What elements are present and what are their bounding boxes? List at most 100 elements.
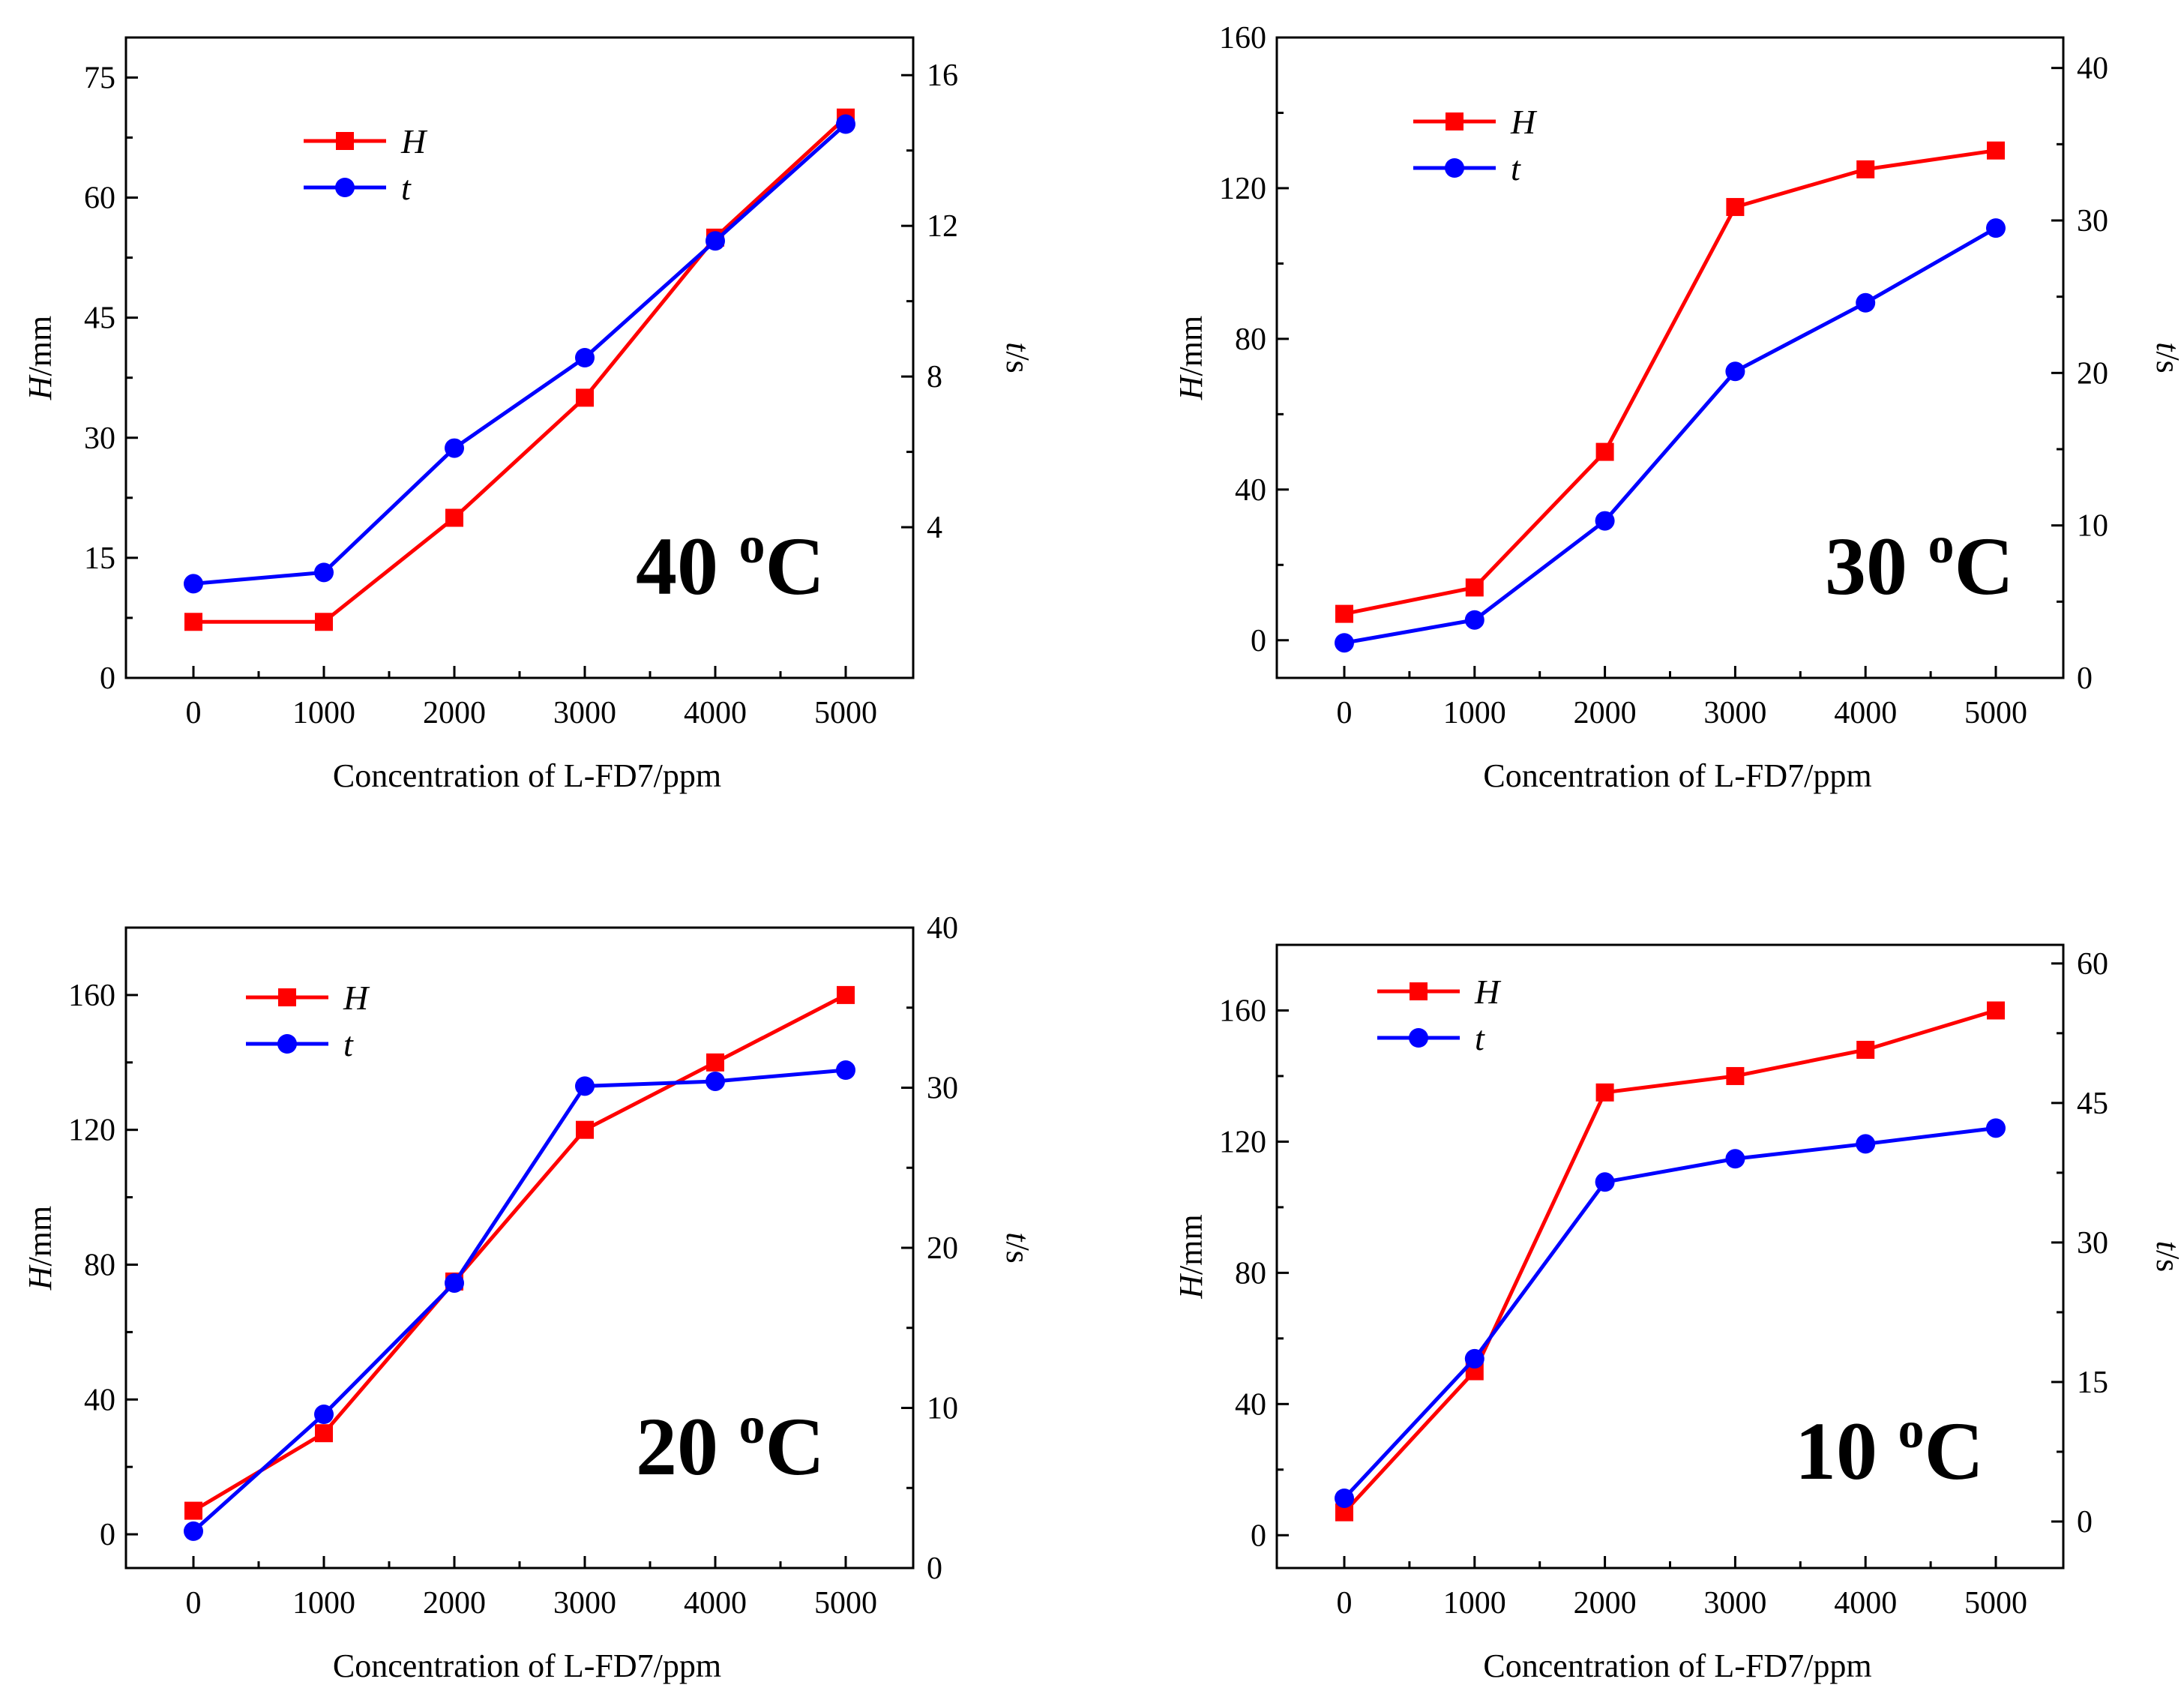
y-left-axis-title: H/mm <box>22 316 58 400</box>
x-tick-label: 3000 <box>553 1586 616 1621</box>
y-right-tick-label: 12 <box>927 209 958 244</box>
x-tick-label: 0 <box>186 1586 202 1621</box>
data-point-H <box>315 613 333 631</box>
data-point-t <box>706 231 725 251</box>
data-point-t <box>1595 511 1615 531</box>
data-point-H <box>445 508 463 527</box>
temperature-degree-sup: o <box>1928 517 1955 574</box>
temperature-value: 20 <box>636 1401 739 1492</box>
x-tick-label: 1000 <box>292 696 355 730</box>
data-point-H <box>1726 198 1745 217</box>
temperature-value: 10 <box>1795 1405 1898 1497</box>
x-tick-label: 4000 <box>1834 696 1897 730</box>
y-right-tick-label: 30 <box>927 1072 958 1106</box>
y-left-tick-label: 160 <box>68 979 115 1013</box>
data-point-H <box>1856 1040 1875 1059</box>
data-point-H <box>837 985 855 1004</box>
y-right-tick-label: 4 <box>927 511 942 545</box>
legend-label-H: H <box>1474 973 1502 1011</box>
data-point-t <box>836 1060 855 1081</box>
temperature-value: 30 <box>1825 520 1928 612</box>
y-right-tick-label: 10 <box>927 1392 958 1426</box>
temperature-unit: C <box>765 1401 825 1492</box>
y-left-axis-title: H/mm <box>1173 1214 1209 1299</box>
legend-marker-t <box>1445 158 1464 178</box>
data-point-t <box>575 1076 595 1096</box>
data-point-t <box>1986 1118 2006 1138</box>
series-line-t <box>1344 226 1997 645</box>
plot-frame <box>1275 36 2065 679</box>
series-line-t <box>192 1068 846 1533</box>
y-right-axis-unit: /s <box>2150 1250 2184 1272</box>
y-left-tick-label: 75 <box>84 61 115 95</box>
x-tick-label: 0 <box>1337 1586 1353 1621</box>
y-right-axis-unit: /s <box>999 1241 1036 1263</box>
chart-panel-40C: 0 1000 2000 3000 4000 5000 0 15 30 45 60 75 4 8 12 16 Co… <box>22 36 1036 794</box>
y-left-tick-label: 40 <box>1235 1387 1266 1422</box>
y-right-tick-label: 20 <box>927 1231 958 1266</box>
y-right-tick-label: 45 <box>2077 1087 2108 1121</box>
y-right-tick-label: 20 <box>2077 356 2108 391</box>
y-right-tick-label: 30 <box>2077 204 2108 238</box>
y-right-tick-label: 0 <box>2077 661 2093 696</box>
legend-label-t: t <box>1475 1019 1485 1057</box>
data-point-H <box>576 1120 594 1139</box>
x-tick-label: 2000 <box>423 696 486 730</box>
y-left-tick-label: 120 <box>1219 1125 1266 1159</box>
series-line-t <box>193 122 847 586</box>
temperature-degree-sup: o <box>739 1397 765 1455</box>
x-tick-label: 5000 <box>814 696 877 730</box>
legend-marker-t <box>335 178 355 197</box>
y-right-axis-unit: /s <box>2150 351 2184 373</box>
x-tick-label: 1000 <box>292 1586 355 1621</box>
data-point-H <box>184 613 202 631</box>
temperature-label: 20 oC <box>636 1397 825 1492</box>
x-tick-label: 2000 <box>423 1586 486 1621</box>
data-point-t <box>184 574 203 594</box>
y-right-tick-label: 40 <box>927 911 958 946</box>
legend-label-H: H <box>343 979 370 1017</box>
data-point-t <box>184 1521 203 1541</box>
data-point-H <box>184 1501 202 1520</box>
legend-label-H: H <box>1510 103 1538 141</box>
x-tick-label: 4000 <box>684 696 747 730</box>
data-point-t <box>706 1071 725 1091</box>
temperature-degree-sup: o <box>1898 1402 1925 1459</box>
x-tick-label: 0 <box>186 696 202 730</box>
y-left-tick-label: 40 <box>1235 473 1266 508</box>
data-point-t <box>445 438 464 458</box>
y-left-axis-unit: /mm <box>22 1206 58 1267</box>
data-point-H <box>1987 141 2005 160</box>
y-left-tick-label: 160 <box>1219 994 1266 1028</box>
y-right-tick-label: 30 <box>2077 1226 2108 1261</box>
x-tick-label: 3000 <box>553 696 616 730</box>
legend-label-t: t <box>401 169 412 207</box>
x-tick-label: 5000 <box>814 1586 877 1621</box>
data-point-H <box>1335 604 1353 623</box>
data-point-t <box>1464 610 1484 630</box>
temperature-label: 10 oC <box>1795 1402 1984 1497</box>
legend-label-t: t <box>1511 149 1521 187</box>
data-point-t <box>1725 1149 1745 1169</box>
y-right-axis-symbol: t <box>2150 342 2184 352</box>
data-point-H <box>315 1424 333 1443</box>
y-left-axis-title: H/mm <box>22 1206 58 1291</box>
y-left-axis-title: H/mm <box>1173 316 1209 400</box>
x-tick-label: 0 <box>1337 696 1353 730</box>
y-right-axis-title: t/s <box>999 342 1036 373</box>
x-axis-title: Concentration of L-FD7/ppm <box>333 757 721 794</box>
data-point-H <box>1987 1001 2005 1020</box>
legend-marker-H <box>1410 982 1428 1000</box>
series-line-H <box>1343 1009 1997 1514</box>
y-left-axis-unit: /mm <box>1173 1214 1209 1275</box>
legend-marker-t <box>277 1034 297 1054</box>
x-tick-label: 5000 <box>1964 1586 2027 1621</box>
data-point-H <box>1726 1066 1745 1085</box>
temperature-label: 40 oC <box>636 517 825 612</box>
temperature-unit: C <box>1955 520 2014 612</box>
legend-marker-H <box>1446 112 1463 130</box>
data-point-t <box>1335 633 1354 653</box>
legend-marker-H <box>336 132 354 150</box>
y-left-axis-unit: /mm <box>1173 316 1209 376</box>
